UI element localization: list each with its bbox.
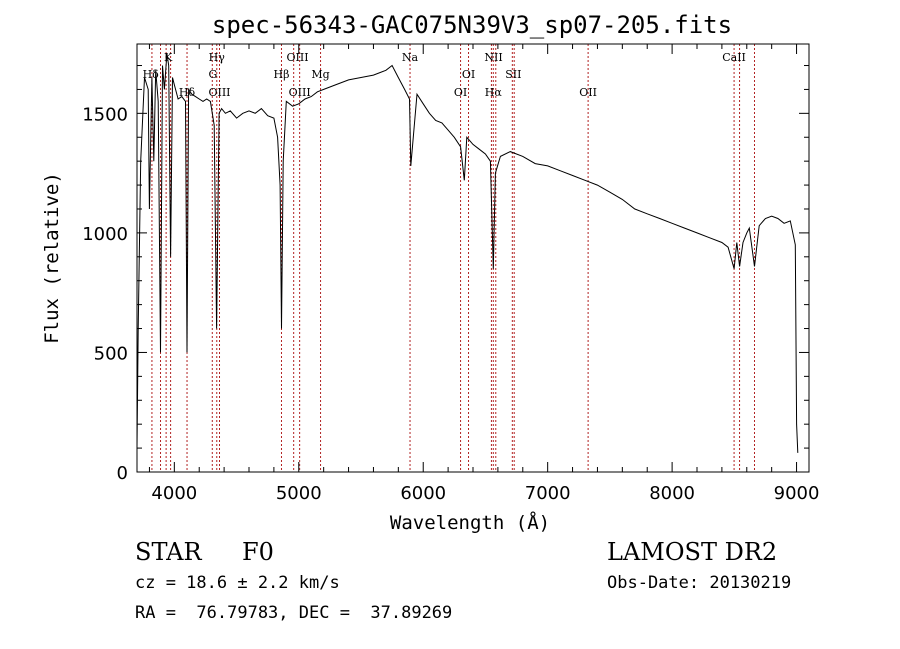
x-tick-label-4: 8000 (649, 483, 695, 504)
object-subclass: F0 (242, 538, 274, 566)
marker-label-5: OIII (208, 86, 230, 99)
object-class: STAR (135, 538, 202, 566)
y-tick-label-0: 0 (117, 463, 128, 484)
observation-date: Obs-Date: 20130219 (607, 573, 792, 593)
marker-label-13: SII (505, 68, 521, 81)
x-tick-label-0: 4000 (151, 483, 197, 504)
marker-label-1: K (164, 51, 173, 64)
spectrum-line (136, 53, 799, 453)
marker-label-3: Hγ (209, 51, 226, 64)
marker-label-4: G (209, 68, 218, 81)
marker-label-6: OIII (287, 51, 309, 64)
chart-title: spec-56343-GAC075N39V3_sp07-205.fits (212, 11, 732, 39)
y-tick-label-3: 1500 (82, 104, 128, 125)
marker-label-14: OI (454, 86, 467, 99)
marker-label-9: OIII (289, 86, 311, 99)
marker-label-10: Na (402, 51, 419, 64)
y-tick-label-1: 500 (94, 343, 128, 364)
marker-label-15: Hα (485, 86, 503, 99)
y-tick-label-2: 1000 (82, 224, 128, 245)
emission-line-markers (151, 44, 755, 472)
marker-label-12: OI (462, 68, 475, 81)
y-axis-ticks: 0 500 1000 1500 (82, 65, 809, 484)
x-axis-ticks: 4000 5000 6000 7000 8000 9000 (148, 44, 820, 504)
x-tick-label-1: 5000 (276, 483, 322, 504)
marker-label-8: Mg (311, 68, 329, 81)
survey-name: LAMOST DR2 (607, 538, 778, 566)
coordinates-text: RA = 76.79783, DEC = 37.89269 (135, 603, 453, 623)
x-axis-label: Wavelength (Å) (390, 511, 550, 534)
y-axis-label: Flux (relative) (41, 172, 63, 344)
x-tick-label-5: 9000 (774, 483, 820, 504)
x-tick-label-2: 6000 (400, 483, 446, 504)
plot-frame (136, 43, 810, 473)
marker-label-7: Hβ (274, 68, 290, 81)
marker-label-11: NII (484, 51, 502, 64)
x-tick-label-3: 7000 (525, 483, 571, 504)
redshift-text: cz = 18.6 ± 2.2 km/s (135, 573, 340, 593)
marker-label-0: Hδ (143, 68, 160, 81)
marker-label-16: OII (579, 86, 597, 99)
marker-label-17: CaII (722, 51, 746, 64)
marker-label-2: Hδ (179, 86, 196, 99)
